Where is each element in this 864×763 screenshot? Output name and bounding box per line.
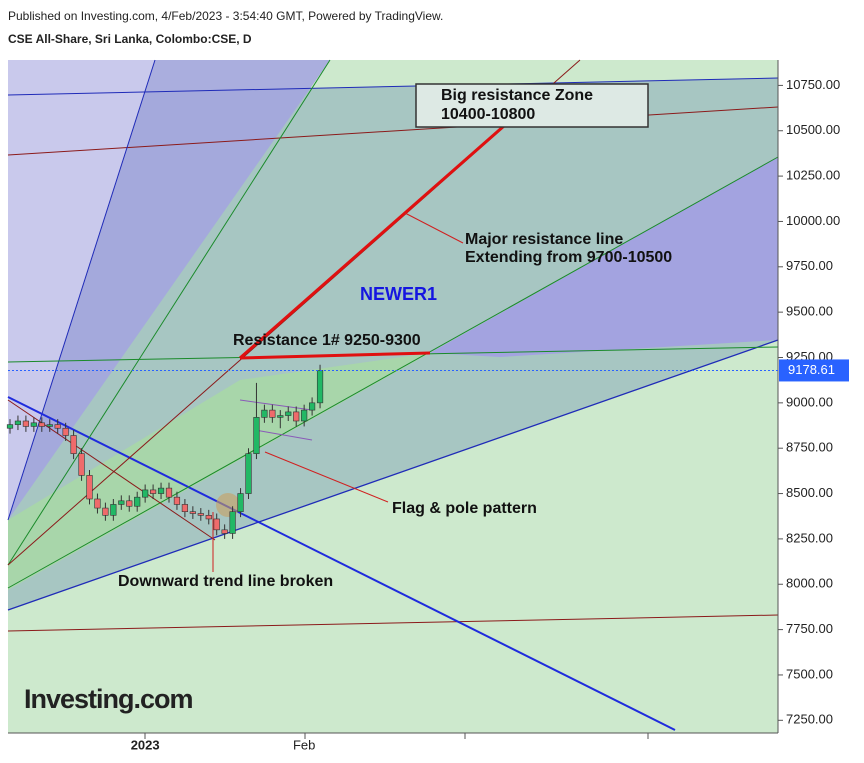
- annotation: Big resistance Zone: [441, 87, 593, 104]
- candle-body: [189, 511, 196, 514]
- candle-body: [54, 424, 61, 429]
- y-tick-label: 10500.00: [786, 122, 840, 137]
- last-price-tag: [779, 359, 849, 382]
- y-tick-label: 10750.00: [786, 77, 840, 92]
- annotation: Extending from 9700-10500: [465, 249, 672, 266]
- x-tick-label: 2023: [131, 737, 160, 752]
- candle-body: [261, 409, 268, 418]
- annotation: Flag & pole pattern: [392, 500, 537, 517]
- candle-body: [308, 402, 316, 411]
- y-tick-label: 9500.00: [786, 304, 833, 319]
- candle-body: [6, 424, 14, 429]
- y-tick-label: 8000.00: [786, 576, 833, 591]
- published: Published on Investing.com, 4/Feb/2023 -…: [8, 9, 443, 23]
- candle-body: [110, 504, 117, 516]
- candle-body: [285, 411, 292, 416]
- candle-body: [165, 487, 173, 498]
- candle-body: [213, 518, 220, 531]
- candle-body: [86, 475, 93, 500]
- candle-body: [46, 424, 53, 427]
- candle-body: [157, 487, 165, 494]
- candle-body: [150, 489, 157, 494]
- candle-body: [118, 500, 125, 505]
- annotation: 10400-10800: [441, 106, 535, 123]
- candle-body: [38, 422, 45, 427]
- y-tick-label: 7750.00: [786, 621, 833, 636]
- candle-body: [102, 507, 109, 516]
- candle-body: [221, 529, 228, 534]
- candle-body: [30, 422, 37, 427]
- annotation: Downward trend line broken: [118, 573, 333, 590]
- y-tick-label: 8750.00: [786, 440, 833, 455]
- last-price-label: 9178.61: [788, 362, 835, 377]
- candle-body: [134, 496, 141, 507]
- y-tick-label: 8500.00: [786, 485, 833, 500]
- y-tick-label: 7250.00: [786, 712, 833, 727]
- y-tick-label: 8250.00: [786, 530, 833, 545]
- candle-body: [205, 515, 212, 520]
- symbol: CSE All-Share, Sri Lanka, Colombo:CSE, D: [8, 32, 252, 46]
- y-tick-label: 9750.00: [786, 258, 833, 273]
- y-tick-label: 10250.00: [786, 168, 840, 183]
- candle-body: [126, 500, 133, 507]
- annotation: Resistance 1# 9250-9300: [233, 332, 421, 349]
- candle-body: [229, 511, 236, 534]
- annotation: NEWER1: [360, 284, 437, 304]
- candle-body: [301, 409, 308, 422]
- candle-body: [70, 435, 77, 454]
- candle-body: [269, 409, 276, 418]
- y-tick-label: 7500.00: [786, 666, 833, 681]
- annotation: Major resistance line: [465, 231, 623, 248]
- candle-body: [94, 498, 101, 509]
- candle-body: [197, 513, 204, 516]
- candle-body: [14, 420, 22, 425]
- drawings: [7, 59, 779, 739]
- candle-body: [173, 496, 181, 505]
- candle-body: [62, 427, 69, 436]
- logo: Investing.com: [24, 684, 193, 714]
- candle-body: [22, 420, 30, 427]
- candle-body: [181, 504, 189, 512]
- candle-body: [253, 417, 260, 454]
- candle-body: [316, 370, 324, 404]
- y-tick-label: 10000.00: [786, 213, 840, 228]
- candle-body: [78, 453, 85, 476]
- candle-body: [277, 415, 284, 418]
- candle-body: [245, 453, 252, 494]
- x-tick-label: Feb: [293, 737, 315, 752]
- candle-body: [293, 411, 300, 422]
- candle-body: [142, 489, 149, 498]
- candle-body: [237, 493, 244, 512]
- y-tick-label: 9000.00: [786, 394, 833, 409]
